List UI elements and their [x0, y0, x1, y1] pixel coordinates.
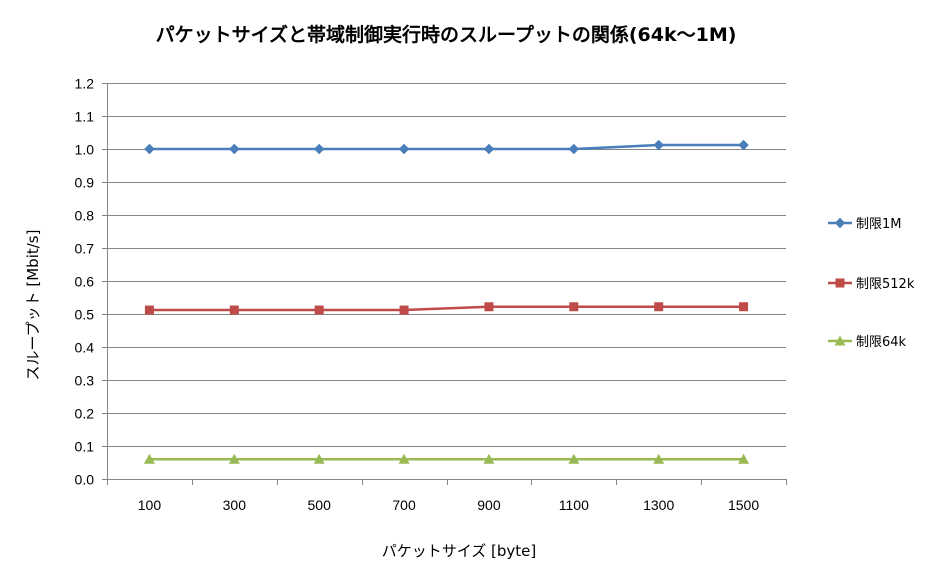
data-point — [483, 453, 495, 464]
data-point — [568, 453, 580, 464]
data-point — [143, 453, 155, 464]
x-tick-label: 1100 — [559, 497, 589, 513]
y-tick-label: 0.6 — [75, 274, 95, 290]
data-point — [568, 143, 580, 155]
y-tick-label: 0.4 — [75, 340, 95, 356]
x-tick-labels: 100 300 500 700 900 1100 1300 1500 — [138, 497, 760, 513]
data-point — [738, 453, 750, 464]
data-point — [229, 305, 239, 315]
data-point — [653, 453, 665, 464]
legend-item: 制限64k — [828, 335, 907, 350]
legend-marker — [834, 335, 846, 346]
legend-label: 制限512k — [856, 277, 915, 292]
series-line — [149, 305, 744, 312]
data-point — [398, 453, 410, 464]
x-tick-label: 1300 — [643, 497, 674, 513]
x-axis-title: パケットサイズ [byte] — [382, 542, 537, 560]
y-tick-label: 0.3 — [75, 373, 95, 389]
legend-item: 制限512k — [828, 277, 915, 292]
x-tick-label: 900 — [477, 497, 501, 513]
y-axis-title: スループット [Mbit/s] — [24, 230, 42, 381]
gridlines — [107, 83, 786, 447]
y-tick-label: 0.1 — [75, 439, 95, 455]
chart-title: パケットサイズと帯域制御実行時のスループットの関係(64k〜1M) — [156, 23, 737, 46]
y-tick-labels: 0.0 0.1 0.2 0.3 0.4 0.5 0.6 0.7 0.8 0.9 1.0 1.1 1.2 — [75, 76, 95, 488]
series-0 — [144, 139, 749, 155]
data-point — [653, 139, 665, 151]
series-2 — [143, 453, 750, 464]
data-point — [569, 302, 579, 312]
data-point — [398, 143, 410, 155]
data-point — [228, 143, 240, 155]
legend-label: 制限64k — [856, 335, 907, 350]
data-point — [313, 143, 325, 155]
legend: 制限1M 制限512k 制限64k — [828, 217, 915, 350]
legend-marker — [834, 217, 846, 229]
y-tick-label: 0.5 — [75, 307, 95, 323]
legend-item: 制限1M — [828, 217, 902, 232]
y-tick-label: 0.2 — [75, 406, 95, 422]
data-point — [144, 305, 154, 315]
series-line — [149, 143, 744, 151]
y-tick-label: 1.2 — [75, 76, 95, 92]
data-point — [399, 305, 409, 315]
data-point — [738, 139, 749, 151]
data-point — [654, 302, 664, 312]
y-tick-label: 1.0 — [75, 142, 95, 158]
legend-marker — [835, 278, 845, 288]
y-tick-label: 0.8 — [75, 208, 95, 224]
y-tick-label: 1.1 — [75, 109, 95, 125]
data-point — [313, 453, 325, 464]
data-point — [228, 453, 240, 464]
data-point — [483, 143, 495, 155]
x-tick-label: 1500 — [728, 497, 759, 513]
x-tick-label: 300 — [223, 497, 247, 513]
series — [143, 139, 750, 464]
data-point — [144, 143, 155, 155]
data-point — [484, 302, 494, 312]
y-tick-label: 0.0 — [75, 472, 95, 488]
x-tick-label: 100 — [138, 497, 162, 513]
y-tick-label: 0.7 — [75, 241, 95, 257]
y-tick-label: 0.9 — [75, 175, 95, 191]
legend-label: 制限1M — [856, 217, 902, 232]
data-point — [739, 302, 749, 312]
data-point — [314, 305, 324, 315]
x-tick-label: 700 — [392, 497, 416, 513]
x-tick-label: 500 — [308, 497, 332, 513]
axes — [102, 83, 787, 485]
series-1 — [144, 302, 749, 315]
